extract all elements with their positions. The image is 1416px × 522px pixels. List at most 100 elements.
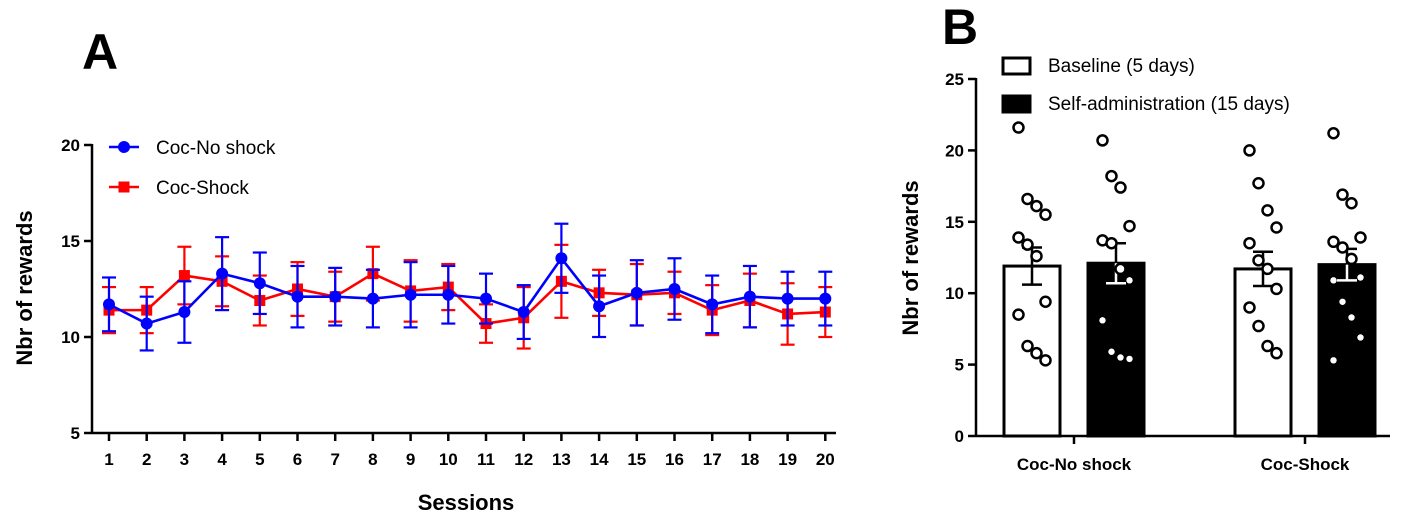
individual-point <box>1105 169 1118 183</box>
data-point <box>329 290 342 303</box>
panel-b-y-tick-label: 20 <box>945 141 964 160</box>
panel-b-x-tick-label: Coc-No shock <box>1017 455 1132 474</box>
individual-point <box>1012 308 1025 321</box>
panel-a-x-tick-label: 13 <box>552 450 571 469</box>
individual-point <box>1243 236 1256 250</box>
panel-a-x-tick-label: 5 <box>255 450 264 469</box>
individual-point <box>1126 355 1133 363</box>
data-point <box>366 292 379 305</box>
data-point <box>178 306 191 319</box>
individual-point <box>1039 354 1052 367</box>
bar-group <box>1317 127 1377 438</box>
data-point <box>819 292 832 305</box>
data-point <box>253 277 266 290</box>
series-line <box>109 272 826 325</box>
bar-group <box>1233 144 1293 438</box>
panel-b-plot-area <box>1002 121 1377 438</box>
individual-point <box>1336 241 1349 254</box>
data-point <box>480 292 492 305</box>
legend-label: Coc-No shock <box>156 138 276 159</box>
individual-point <box>1252 254 1265 267</box>
legend-marker <box>118 141 130 153</box>
individual-point <box>1039 295 1052 309</box>
individual-point <box>1126 277 1133 284</box>
data-point <box>743 290 756 303</box>
individual-point <box>1327 127 1340 140</box>
individual-point <box>1030 346 1043 360</box>
panel-b-y-tick-label: 0 <box>955 427 964 446</box>
data-point <box>668 283 681 295</box>
panel-a-y-tick-label: 10 <box>61 328 80 347</box>
panel-a-y-tick-label: 5 <box>71 424 80 443</box>
panel-b-letter: B <box>942 0 978 55</box>
panel-a-x-tick-label: 8 <box>368 450 377 469</box>
individual-point <box>1270 346 1283 360</box>
panel-b-y-tick-label: 10 <box>945 284 964 303</box>
individual-point <box>1021 192 1034 206</box>
data-point <box>291 290 304 303</box>
individual-point <box>1114 262 1127 276</box>
panel-a-x-tick-label: 1 <box>104 450 113 469</box>
individual-point <box>1261 262 1274 276</box>
series-line <box>108 256 826 325</box>
data-point <box>593 300 606 313</box>
panel-a-x-tick-label: 12 <box>514 450 533 469</box>
individual-point <box>1108 348 1115 355</box>
individual-point <box>1030 249 1043 263</box>
panel-a-x-tick-label: 20 <box>816 450 835 469</box>
data-point <box>140 317 153 330</box>
panel-a-x-tick-label: 18 <box>740 450 759 469</box>
panel-a-x-tick-label: 16 <box>665 450 684 469</box>
panel-a-x-tick-label: 15 <box>627 450 646 469</box>
panel-a-y-tick-label: 15 <box>61 232 80 251</box>
legend-swatch <box>1001 94 1032 114</box>
panel-a-x-tick-label: 6 <box>293 450 302 469</box>
legend-label: Baseline (5 days) <box>1048 56 1195 77</box>
individual-point <box>1012 121 1025 134</box>
individual-point <box>1270 282 1283 296</box>
individual-point <box>1123 219 1136 233</box>
individual-point <box>1345 196 1358 210</box>
panel-b-y-axis-title: Nbr of rewards <box>898 180 923 335</box>
panel-a-x-tick-label: 9 <box>406 450 415 469</box>
legend-swatch <box>1001 56 1032 76</box>
individual-point <box>1099 317 1106 324</box>
panel-b-y-tick-label: 15 <box>945 213 964 232</box>
individual-point <box>1345 252 1358 266</box>
legend-label: Coc-Shock <box>156 178 249 199</box>
data-point <box>178 270 190 282</box>
individual-point <box>1270 221 1283 234</box>
panel-a-letter: A <box>82 24 118 80</box>
data-point <box>517 306 530 319</box>
panel-a-y-tick-label: 20 <box>61 136 80 155</box>
panel-a-plot-area <box>102 222 833 352</box>
data-point <box>404 288 417 301</box>
individual-point <box>1354 231 1367 244</box>
panel-a-x-tick-label: 19 <box>778 450 797 469</box>
panel-a-x-tick-label: 17 <box>703 450 722 469</box>
individual-point <box>1339 298 1346 305</box>
individual-point <box>1336 188 1349 201</box>
panel-b-x-tick-label: Coc-Shock <box>1261 455 1350 474</box>
individual-point <box>1243 301 1256 314</box>
legend-label: Self-administration (15 days) <box>1048 94 1290 115</box>
panel-a-x-tick-label: 7 <box>330 450 339 469</box>
panel-a-legend: Coc-No shock Coc-Shock <box>109 138 276 199</box>
data-point <box>103 298 115 311</box>
data-point <box>706 298 719 311</box>
individual-point <box>1357 274 1364 281</box>
data-point <box>555 252 568 265</box>
legend-marker <box>118 181 130 193</box>
individual-point <box>1252 319 1265 333</box>
individual-point <box>1261 204 1274 217</box>
individual-point <box>1030 199 1043 213</box>
individual-point <box>1261 339 1274 353</box>
individual-point <box>1348 314 1355 321</box>
panel-b-y-tick-label: 25 <box>945 70 964 89</box>
individual-point <box>1330 277 1337 284</box>
panel-a-x-tick-label: 10 <box>439 450 458 469</box>
bar-group <box>1002 121 1062 438</box>
bar <box>1317 263 1377 438</box>
